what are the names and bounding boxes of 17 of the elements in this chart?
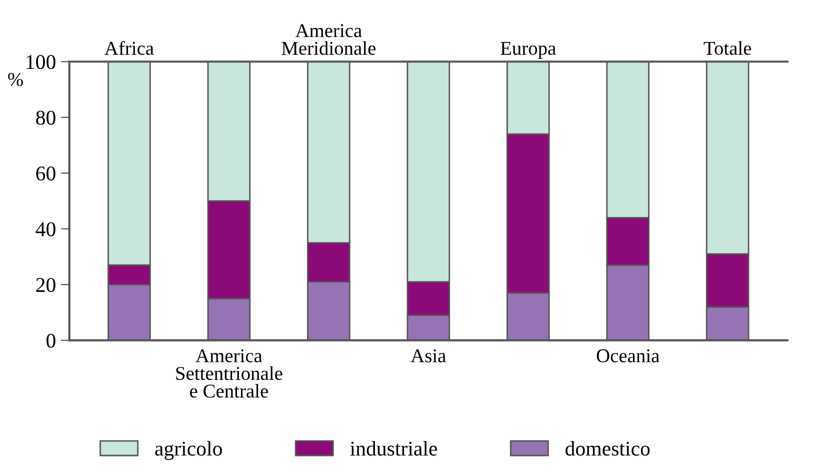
x-tick-label: Asia xyxy=(410,349,446,362)
x-tick-label: America Meridionale xyxy=(282,24,376,55)
x-tick-label: Africa xyxy=(104,41,154,55)
y-tick-label: 40 xyxy=(36,222,56,236)
x-tick-label: Totale xyxy=(704,41,752,55)
legend-label: domestico xyxy=(566,441,650,456)
y-tick-label: 60 xyxy=(36,166,56,181)
legend-label: industriale xyxy=(350,441,438,456)
y-axis-title: % xyxy=(8,72,23,86)
y-tick-label: 20 xyxy=(36,278,56,292)
y-tick-label: 0 xyxy=(46,334,56,348)
x-tick-label: America Settentrionale e Centrale xyxy=(176,349,282,398)
y-tick-label: 100 xyxy=(26,54,56,70)
x-tick-label: Oceania xyxy=(596,349,660,362)
legend-label: agricolo xyxy=(155,441,222,460)
x-tick-label: Europa xyxy=(500,42,556,59)
y-tick-label: 80 xyxy=(36,110,56,125)
